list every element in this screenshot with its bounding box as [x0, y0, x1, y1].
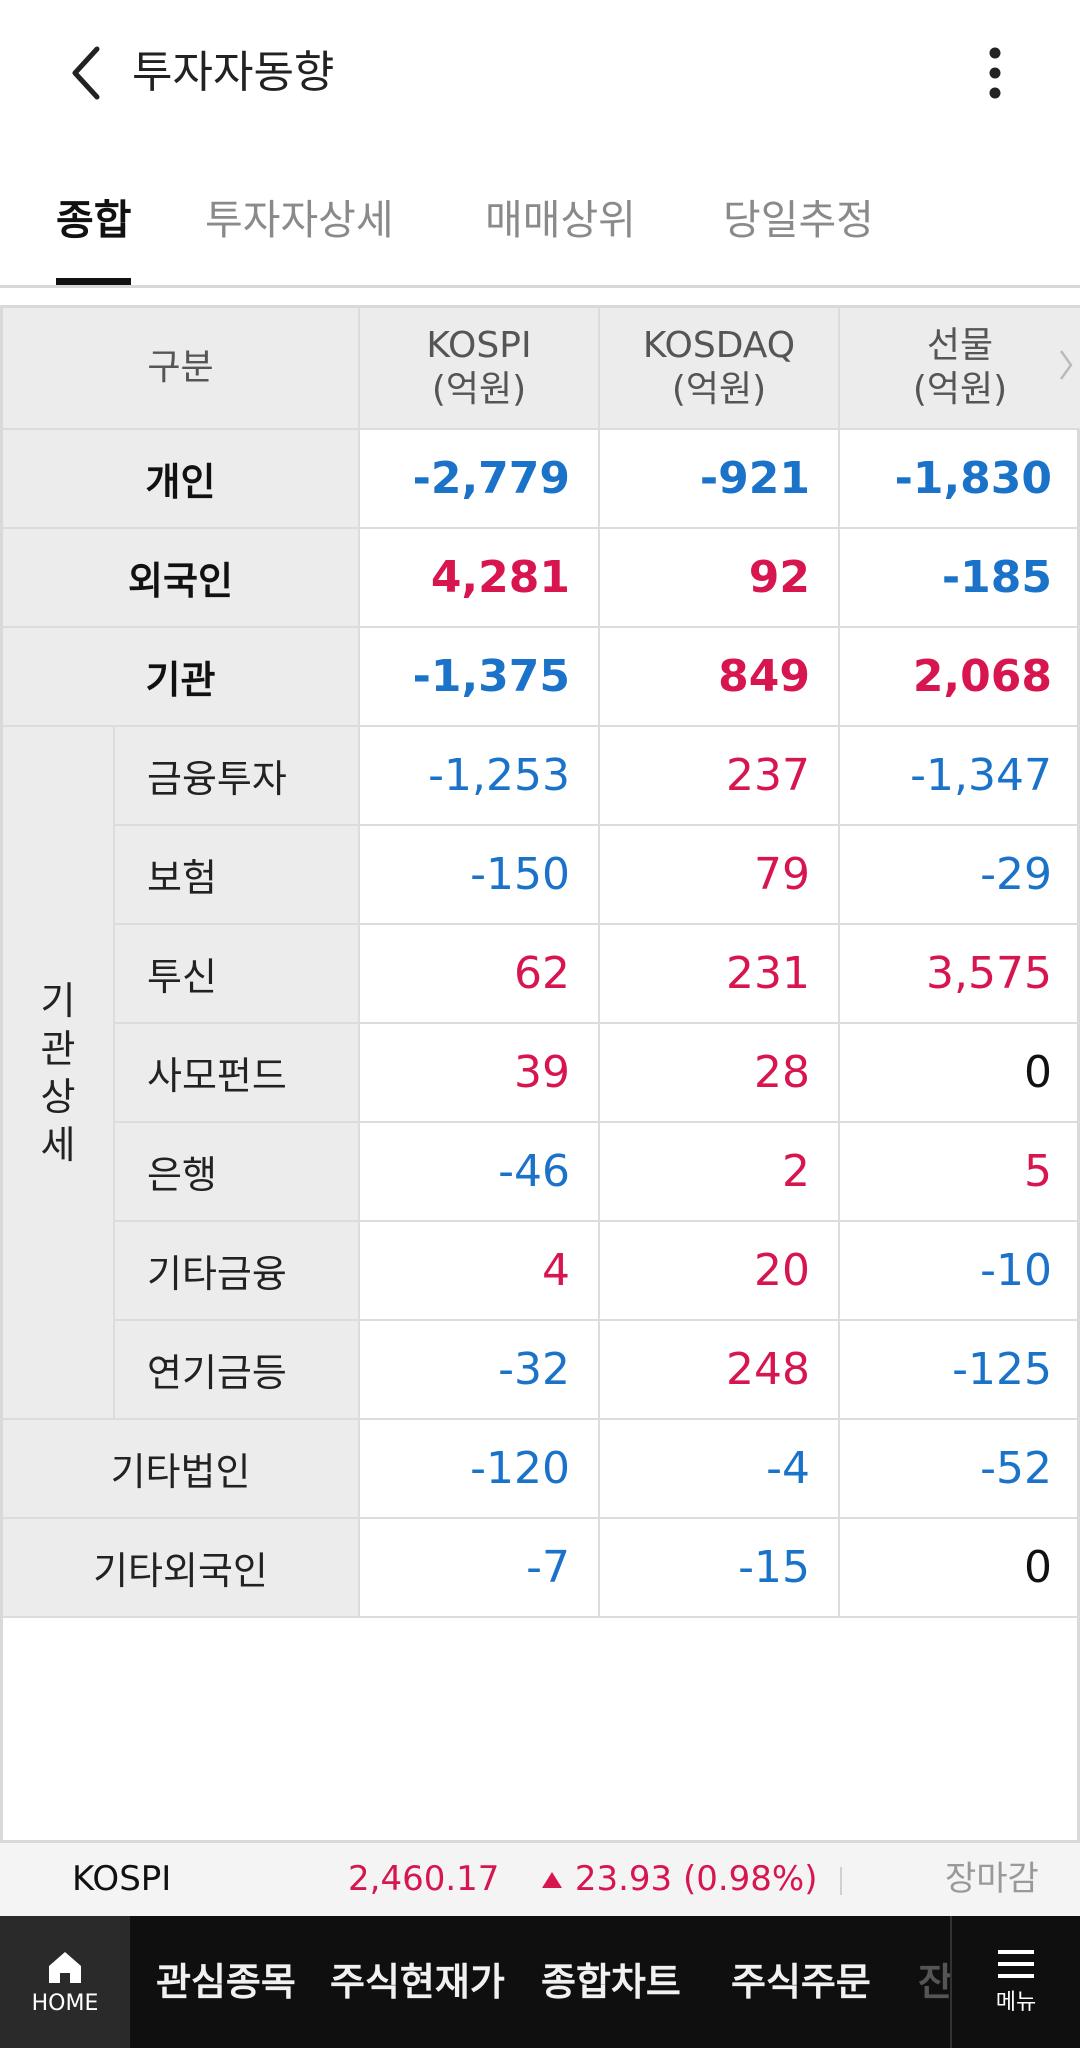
cell-foreigner-futures: -185	[840, 529, 1080, 628]
row-label-other-corporation: 기타법인	[3, 1420, 360, 1519]
header-category-label: 구분	[147, 347, 214, 388]
cell-financial-investment-futures: -1,347	[840, 727, 1080, 826]
row-label-foreigner: 외국인	[3, 529, 360, 628]
cell-individual-kospi: -2,779	[360, 430, 600, 529]
index-change: 23.93 (0.98%)	[540, 1843, 818, 1916]
index-name: KOSPI	[72, 1859, 172, 1899]
cell-investment-trust-futures: 3,575	[840, 925, 1080, 1024]
menu-label: 메뉴	[995, 1990, 1037, 2015]
cell-bank-futures: 5	[840, 1123, 1080, 1222]
group-label-char: 기	[40, 978, 76, 1023]
header-kospi-unit: (억원)	[431, 369, 527, 410]
cell-other-finance-kosdaq: 20	[600, 1222, 840, 1321]
app-header: 투자자동향	[0, 0, 1080, 145]
page-title: 투자자동향	[132, 47, 335, 98]
investor-table: 구분 KOSPI (억원) KOSDAQ (억원) 선물 (억원) 개인 -2,…	[0, 305, 1080, 1843]
home-label: HOME	[31, 1990, 99, 2016]
tab-bar: 종합 투자자상세 매매상위 당일추정	[0, 175, 1080, 288]
nav-stock-order[interactable]: 주식주문	[731, 1960, 871, 2004]
cell-private-fund-kospi: 39	[360, 1024, 600, 1123]
cell-private-fund-futures: 0	[840, 1024, 1080, 1123]
cell-other-corporation-futures: -52	[840, 1420, 1080, 1519]
row-label-other-finance: 기타금융	[115, 1222, 360, 1321]
cell-pension-kosdaq: 248	[600, 1321, 840, 1420]
row-label-private-fund: 사모펀드	[115, 1024, 360, 1123]
more-vertical-icon	[989, 47, 1001, 99]
nav-more-partial[interactable]: 잔	[880, 1916, 950, 2048]
header-kospi: KOSPI (억원)	[360, 308, 600, 430]
tab-top-trades[interactable]: 매매상위	[485, 196, 636, 244]
header-futures-name: 선물	[926, 325, 994, 366]
divider	[840, 1867, 842, 1895]
cell-pension-kospi: -32	[360, 1321, 600, 1420]
nav-chart[interactable]: 종합차트	[541, 1960, 681, 2004]
header-kosdaq-name: KOSDAQ	[642, 325, 796, 366]
group-label-char: 세	[40, 1122, 76, 1167]
tab-daily-estimate[interactable]: 당일추정	[723, 196, 874, 244]
cell-insurance-kospi: -150	[360, 826, 600, 925]
cell-other-finance-kospi: 4	[360, 1222, 600, 1321]
header-futures-unit: (억원)	[912, 369, 1008, 410]
cell-individual-kosdaq: -921	[600, 430, 840, 529]
home-icon	[49, 1951, 81, 1983]
row-label-pension: 연기금등	[115, 1321, 360, 1420]
row-label-individual: 개인	[3, 430, 360, 529]
row-label-insurance: 보험	[115, 826, 360, 925]
market-status: 장마감	[945, 1859, 1039, 1899]
cell-other-foreigner-futures: 0	[840, 1519, 1080, 1618]
cell-investment-trust-kospi: 62	[360, 925, 600, 1024]
header-kosdaq: KOSDAQ (억원)	[600, 308, 840, 430]
cell-other-foreigner-kosdaq: -15	[600, 1519, 840, 1618]
nav-partial-label: 잔	[918, 1960, 950, 2004]
cell-insurance-kosdaq: 79	[600, 826, 840, 925]
cell-pension-futures: -125	[840, 1321, 1080, 1420]
home-button[interactable]: HOME	[0, 1916, 130, 2048]
chevron-left-icon	[72, 46, 100, 100]
group-label-institution-detail: 기 관 상 세	[3, 727, 115, 1420]
cell-financial-investment-kosdaq: 237	[600, 727, 840, 826]
index-change-value: 23.93 (0.98%)	[574, 1859, 818, 1899]
row-label-investment-trust: 투신	[115, 925, 360, 1024]
header-futures[interactable]: 선물 (억원)	[840, 308, 1080, 430]
cell-other-corporation-kosdaq: -4	[600, 1420, 840, 1519]
cell-institution-futures: 2,068	[840, 628, 1080, 727]
header-kosdaq-unit: (억원)	[671, 369, 767, 410]
row-label-financial-investment: 금융투자	[115, 727, 360, 826]
cell-other-finance-futures: -10	[840, 1222, 1080, 1321]
cell-bank-kosdaq: 2	[600, 1123, 840, 1222]
cell-foreigner-kosdaq: 92	[600, 529, 840, 628]
cell-individual-futures: -1,830	[840, 430, 1080, 529]
cell-financial-investment-kospi: -1,253	[360, 727, 600, 826]
more-options-button[interactable]	[965, 38, 1025, 108]
hamburger-menu-icon	[998, 1950, 1034, 1978]
row-label-institution: 기관	[3, 628, 360, 727]
cell-other-corporation-kospi: -120	[360, 1420, 600, 1519]
cell-insurance-futures: -29	[840, 826, 1080, 925]
index-ticker-bar[interactable]: KOSPI 2,460.17 23.93 (0.98%) 장마감	[0, 1843, 1080, 1916]
group-label-char: 상	[40, 1074, 76, 1119]
triangle-up-icon	[542, 1872, 562, 1888]
menu-button[interactable]: 메뉴	[950, 1916, 1080, 2048]
cell-institution-kospi: -1,375	[360, 628, 600, 727]
nav-watchlist[interactable]: 관심종목	[156, 1960, 296, 2004]
row-label-other-foreigner: 기타외국인	[3, 1519, 360, 1618]
nav-stock-price[interactable]: 주식현재가	[330, 1960, 505, 2004]
tab-summary[interactable]: 종합	[56, 175, 132, 285]
row-label-bank: 은행	[115, 1123, 360, 1222]
cell-private-fund-kosdaq: 28	[600, 1024, 840, 1123]
chevron-right-icon[interactable]	[1058, 348, 1074, 382]
back-button[interactable]	[55, 38, 115, 108]
cell-foreigner-kospi: 4,281	[360, 529, 600, 628]
index-value: 2,460.17	[348, 1859, 500, 1899]
group-label-char: 관	[40, 1026, 76, 1071]
tab-investor-detail[interactable]: 투자자상세	[205, 196, 394, 244]
cell-institution-kosdaq: 849	[600, 628, 840, 727]
header-kospi-name: KOSPI	[426, 325, 532, 366]
header-category: 구분	[3, 308, 360, 430]
cell-bank-kospi: -46	[360, 1123, 600, 1222]
cell-investment-trust-kosdaq: 231	[600, 925, 840, 1024]
bottom-navigation: HOME 관심종목 주식현재가 종합차트 주식주문 잔 메뉴	[0, 1916, 1080, 2048]
cell-other-foreigner-kospi: -7	[360, 1519, 600, 1618]
